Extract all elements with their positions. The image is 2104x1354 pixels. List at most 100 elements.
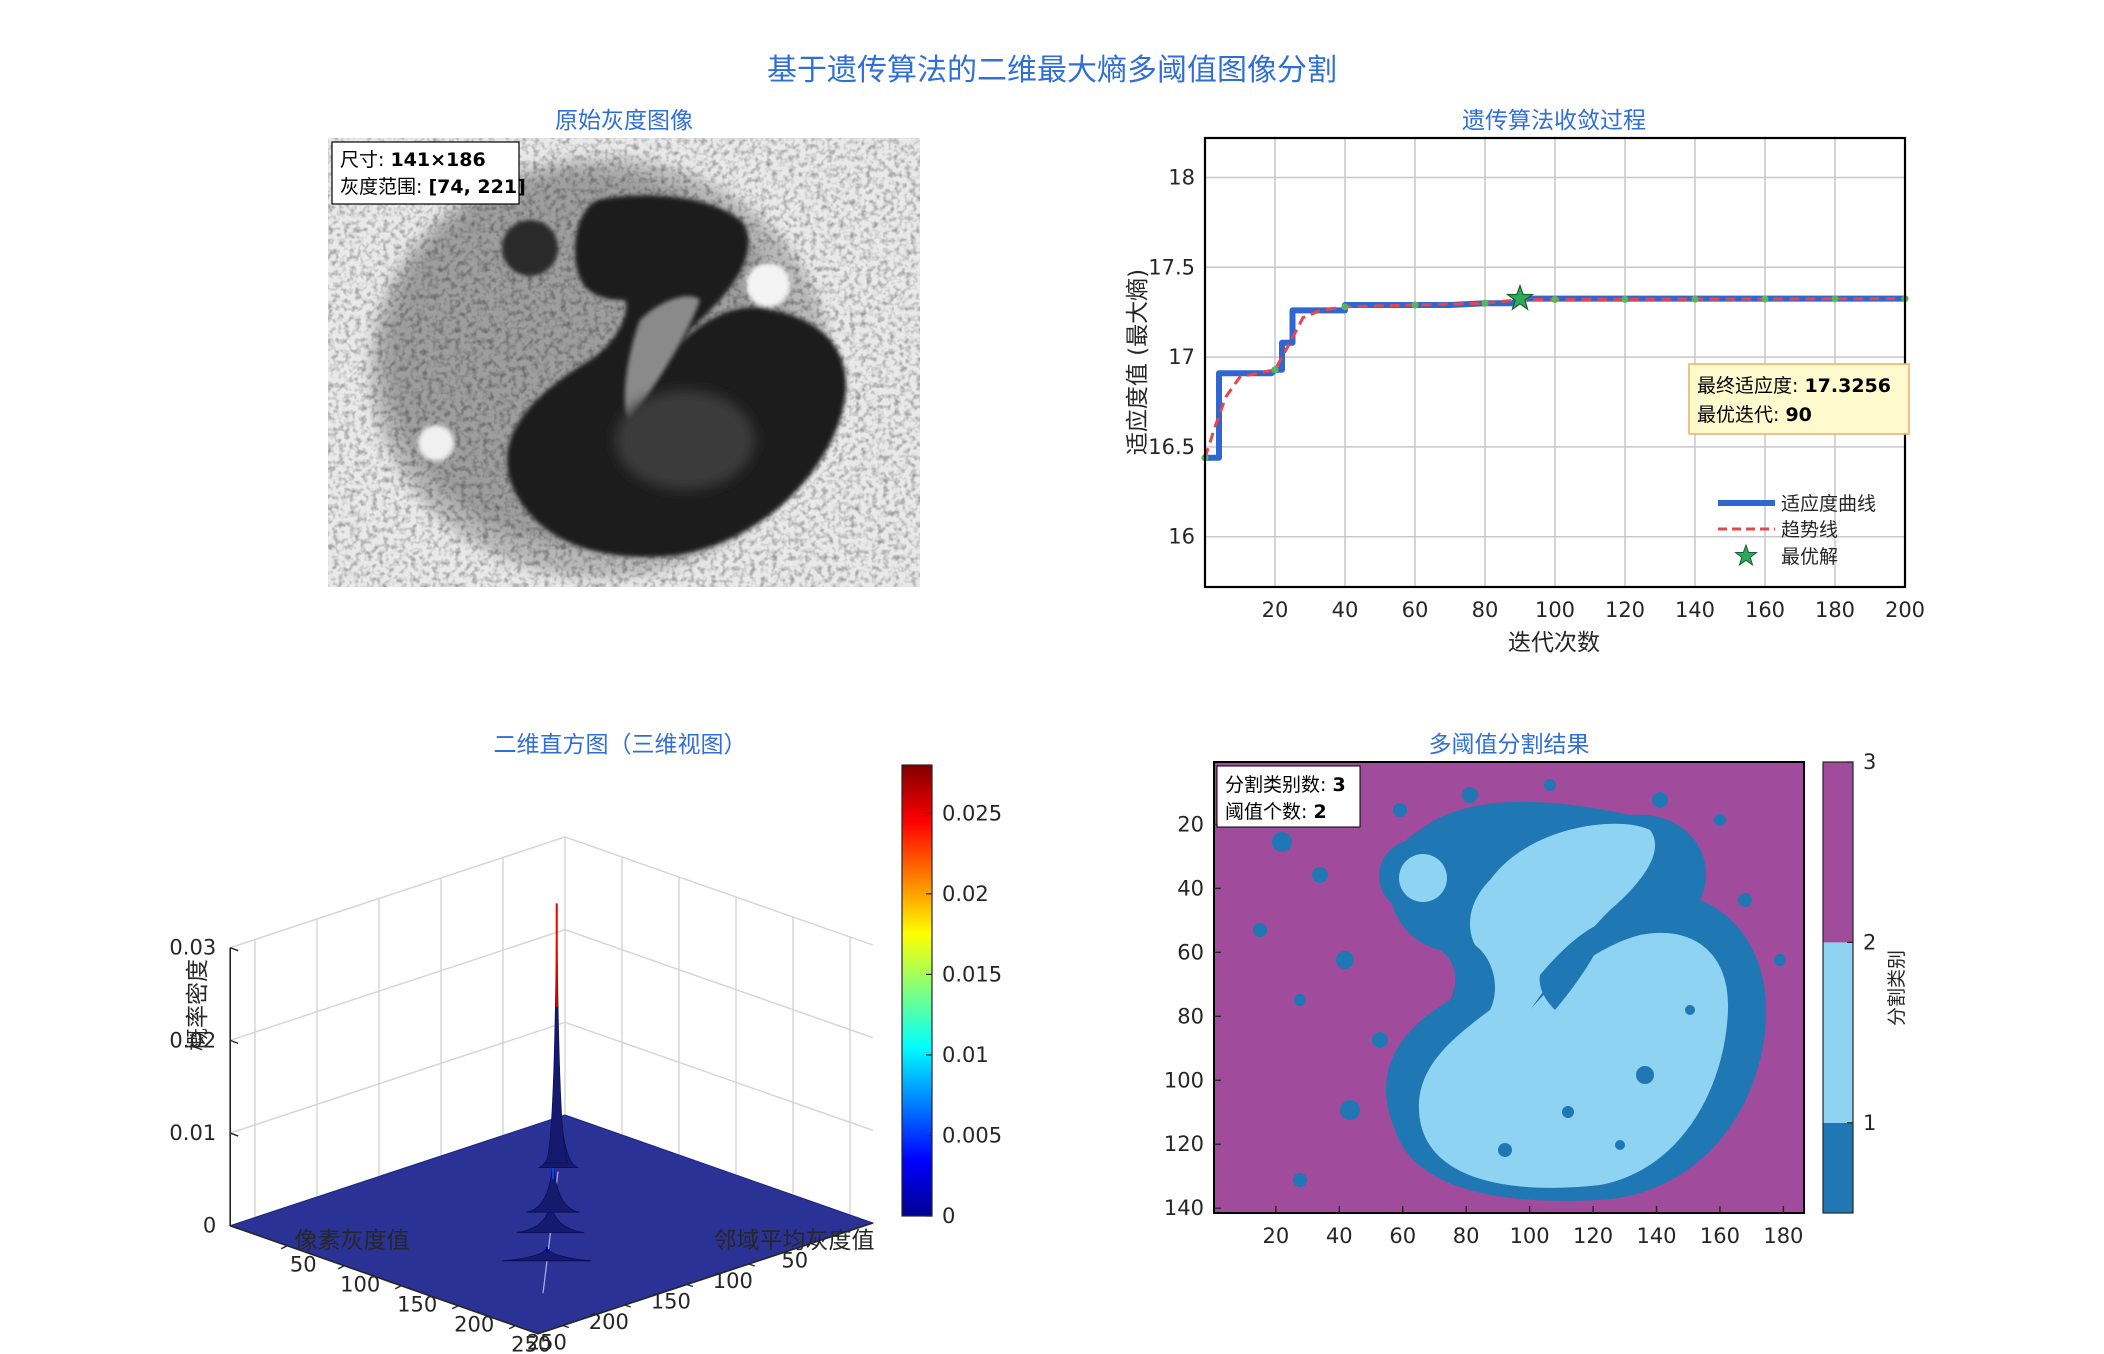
seg-x-tick-label: 120 [1573,1224,1613,1248]
y-tick [337,1265,345,1270]
y-tick-label: 17 [1168,345,1195,369]
seg-x-tick-label: 80 [1453,1224,1480,1248]
histogram-ticks: 0 0.01 0.02 0.03 50 100 150 200 250 50 100 150 200 25… [169,936,818,1354]
y-tick [508,1325,516,1330]
segmentation-info-box: 分割类别数: 3 阈值个数: 2 [1216,765,1361,828]
trend-marker [1691,295,1699,303]
x-tick [810,1242,818,1247]
best-solution-star [1505,283,1535,311]
legend-label-trend: 趋势线 [1781,519,1838,541]
x-tick-label: 140 [1675,598,1715,622]
y-tick-label: 16.5 [1148,435,1195,459]
x-tick [624,1304,632,1308]
z-tick-label: 0 [203,1214,216,1238]
x-tick-label: 50 [781,1249,808,1273]
y-tick-label: 150 [397,1293,437,1317]
histogram-zlabel: 概率密度 [185,959,211,1051]
convergence-axes-box [1203,136,1907,589]
threshold-count-text: 阈值个数: 2 [1225,801,1327,823]
y-tick [280,1245,288,1250]
y-tick-label: 200 [454,1313,494,1337]
x-tick-label: 100 [1535,598,1575,622]
x-tick-label: 200 [1885,598,1925,622]
x-tick-label: 40 [1332,598,1359,622]
convergence-series [1201,283,1909,462]
trend-marker [1551,296,1559,304]
class-2-swatch [1823,942,1853,1123]
colorbar-tick-label: 0.02 [942,882,989,906]
segmentation-title: 多阈值分割结果 [1429,732,1590,758]
z-tick-label: 0.02 [169,1028,216,1052]
colorbar-tick-label: 0.005 [942,1123,1002,1147]
class-3-swatch [1823,762,1853,943]
best-iteration-text: 最优迭代: 90 [1697,404,1812,426]
colorbar-tick-label: 0 [942,1204,955,1228]
segmentation-map [1214,762,1804,1213]
seg-x-tick-label: 140 [1636,1224,1676,1248]
seg-y-tick-label: 40 [1177,876,1204,900]
image-info-box: 尺寸: 141×186 灰度范围: [74, 221] [331,141,526,205]
trend-line [1203,297,1906,459]
seg-x-tick-label: 40 [1326,1224,1353,1248]
seg-y-tick-label: 120 [1164,1132,1204,1156]
x-tick-label: 150 [651,1290,691,1314]
seg-colorbar-tick-label: 2 [1863,930,1876,954]
convergence-grid [1205,138,1906,587]
x-tick-label: 20 [1262,598,1289,622]
figure-title: 基于遗传算法的二维最大熵多阈值图像分割 [767,53,1337,88]
z-tick-label: 0.01 [169,1121,216,1145]
legend-label-fitness: 适应度曲线 [1781,493,1876,515]
y-tick-label: 50 [290,1253,317,1277]
x-tick-label: 60 [1402,598,1429,622]
y-tick-label: 18 [1168,166,1195,190]
trend-marker [1271,366,1279,374]
z-tick [229,1225,239,1230]
convergence-title: 遗传算法收敛过程 [1462,108,1646,134]
class1-holes [1498,920,1695,1157]
panel-original-image: 原始灰度图像 尺寸: 141×186 灰度范围: [74, 221] [328,108,920,587]
trend-marker [1831,295,1839,303]
z-tick [229,947,239,952]
y-tick-label: 250 [511,1333,551,1354]
histogram-ylabel: 邻域平均灰度值 [714,1228,875,1254]
seg-x-tick-label: 20 [1262,1224,1289,1248]
panel-segmentation: 多阈值分割结果 20 40 60 80 100 120 14 [1164,732,1908,1248]
convergence-legend: 适应度曲线 趋势线 最优解 [1718,493,1876,568]
trend-marker [1481,299,1489,307]
histogram-colorbar-ticks: 0 0.005 0.01 0.015 0.02 0.025 [926,801,1002,1228]
convergence-annotation: 最终适应度: 17.3256 最优迭代: 90 [1688,363,1910,435]
z-gridline [229,836,874,949]
histogram-title: 二维直方图（三维视图） [494,732,747,758]
y-tick [451,1305,459,1310]
x-tick-label: 180 [1815,598,1855,622]
histogram-colorbar: 0 0.005 0.01 0.015 0.02 0.025 [901,764,1002,1228]
segmentation-axes-box [1213,761,1805,1214]
colorbar-tick-label: 0.015 [942,962,1002,986]
segmentation-ticks: 20 40 60 80 100 120 140 160 180 20 40 60 80 100 120 140 [1164,812,1804,1248]
seg-x-tick-label: 180 [1763,1224,1803,1248]
jet-colorbar [901,764,933,1217]
legend-swatch-best-star [1734,543,1758,567]
seg-y-tick-label: 60 [1177,940,1204,964]
seg-x-tick-label: 60 [1389,1224,1416,1248]
class2-region [1399,823,1729,1188]
convergence-ticks: 20 40 60 80 100 120 140 160 180 200 16 16.5 17 17.5 18 [1148,166,1925,622]
z-tick [229,1132,239,1137]
y-tick [394,1285,402,1290]
trend-marker [1341,303,1349,311]
y-tick-label: 100 [340,1273,380,1297]
seg-x-tick-label: 160 [1700,1224,1740,1248]
y-axis-line [537,1222,874,1335]
segmentation-colorbar-label: 分割类别 [1886,950,1908,1026]
trend-marker [1411,301,1419,309]
seg-colorbar-tick-label: 3 [1863,750,1876,774]
image-range-info: 灰度范围: [74, 221] [340,176,526,198]
segmentation-colorbar-ticks: 1 2 3 [1847,750,1876,1135]
x-tick-label: 80 [1472,598,1499,622]
x-tick [748,1263,756,1267]
cell-image [328,138,920,587]
seg-colorbar-tick-label: 1 [1863,1111,1876,1135]
segmentation-colorbar-blocks [1823,762,1853,1213]
x-tick-label: 250 [527,1331,567,1354]
